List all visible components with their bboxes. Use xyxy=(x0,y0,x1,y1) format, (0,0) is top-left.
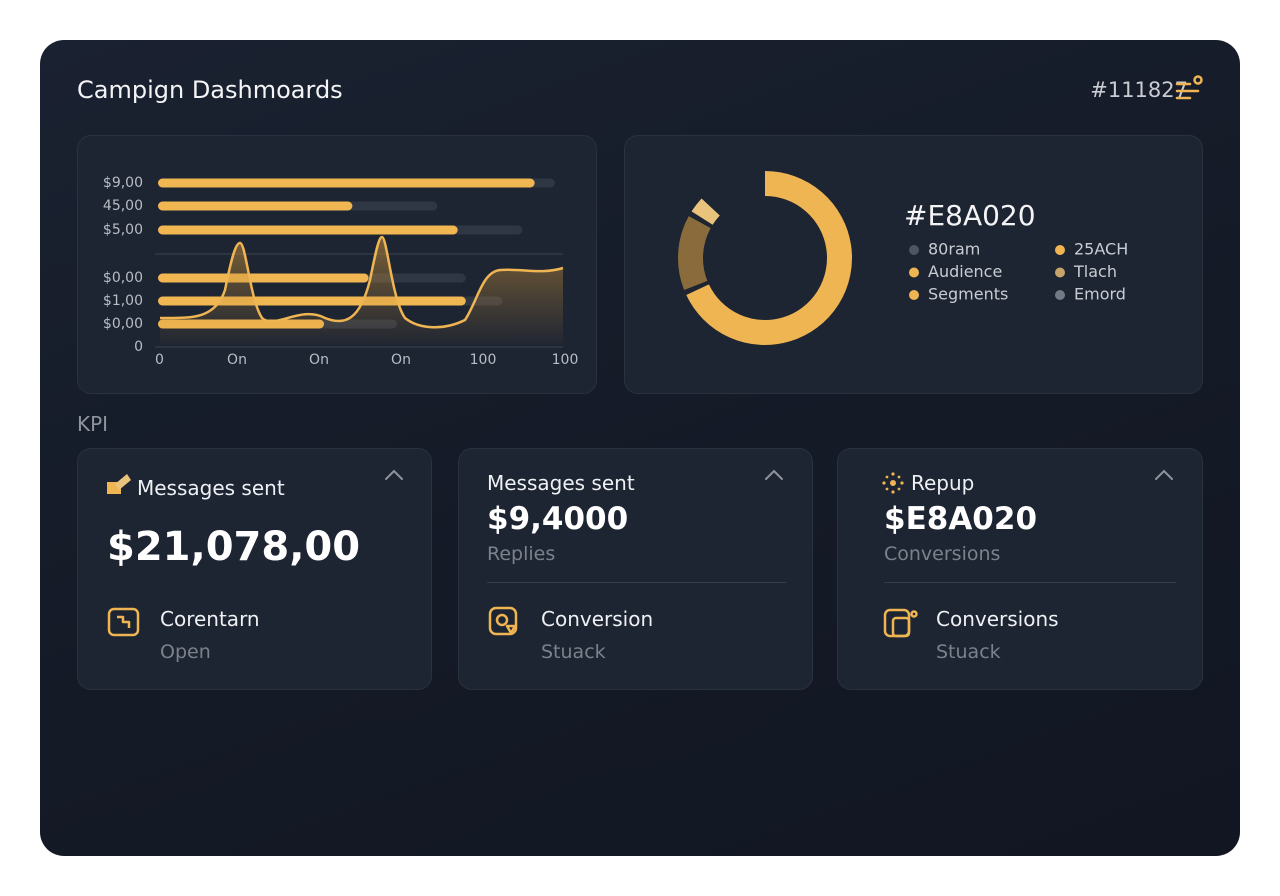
footer-icons xyxy=(107,606,918,638)
donut-segment xyxy=(691,198,720,226)
x-label: On xyxy=(309,352,329,368)
kpi-card xyxy=(77,448,432,690)
x-label: 0 xyxy=(155,352,164,368)
legend-swatch xyxy=(1055,290,1065,300)
x-label: On xyxy=(227,352,247,368)
y-label: $0,00 xyxy=(103,316,143,332)
donut-panel xyxy=(624,135,1203,394)
legend-label: Segments xyxy=(928,285,1008,304)
dashboard-title: Campign Dashmoards xyxy=(77,76,343,104)
section-label: KPI xyxy=(77,412,109,436)
bar xyxy=(158,178,535,188)
legend-label: 80ram xyxy=(928,240,980,259)
card-subtitle: Conversions xyxy=(884,543,1001,565)
legend-swatch xyxy=(1055,267,1065,278)
bar xyxy=(158,273,369,283)
divider xyxy=(884,582,1176,583)
bar xyxy=(158,225,458,235)
donut-title: #E8A020 xyxy=(904,199,1036,232)
card-footer-subtitle: Stuack xyxy=(936,641,1001,663)
x-label: On xyxy=(391,352,411,368)
card-icon xyxy=(107,474,131,494)
card-footer-title: Corentarn xyxy=(160,607,260,631)
footer-icon xyxy=(488,606,518,636)
bar-chart-panel xyxy=(77,135,597,394)
card-title: Messages sent xyxy=(137,476,285,500)
y-label: $0,00 xyxy=(103,270,143,286)
chevrons xyxy=(385,469,1173,480)
chevron[interactable] xyxy=(1155,469,1173,480)
legend-swatch xyxy=(909,245,919,255)
legend-label: 25ACH xyxy=(1074,240,1128,259)
legend: 80ram Audience Segments 25ACH Tlach Emord xyxy=(909,240,1128,304)
card-footer-title: Conversion xyxy=(541,607,654,631)
card-value: $E8A020 xyxy=(884,501,1038,537)
kpi-card xyxy=(458,448,813,690)
card-footer-title: Conversions xyxy=(936,607,1059,631)
legend-swatch xyxy=(909,267,919,278)
legend-label: Audience xyxy=(928,262,1002,281)
wave-area xyxy=(160,237,563,345)
divider xyxy=(487,582,786,583)
legend-label: Emord xyxy=(1074,285,1126,304)
card-title: Messages sent xyxy=(487,471,635,495)
wave-line xyxy=(159,235,564,329)
card-footer-subtitle: Stuack xyxy=(541,641,606,663)
footer-icon xyxy=(883,608,918,638)
y-label: $1,00 xyxy=(103,293,143,309)
chevron[interactable] xyxy=(385,469,403,480)
card-value: $21,078,00 xyxy=(107,524,361,570)
donut-segment xyxy=(678,216,711,291)
card-title: Repup xyxy=(911,471,975,495)
legend-swatch xyxy=(1055,245,1065,255)
legend-label: Tlach xyxy=(1073,262,1117,281)
legend-swatch xyxy=(909,290,919,300)
x-label: 100 xyxy=(470,352,497,368)
card-value: $9,4000 xyxy=(487,501,629,537)
donut xyxy=(678,171,852,345)
donut-segment xyxy=(686,171,852,345)
axis-labels: $9,00 45,00 $5,00 $0,00 $1,00 $0,00 00 On On On 10… xyxy=(103,175,578,368)
chevron[interactable] xyxy=(765,469,783,480)
y-label: 45,00 xyxy=(103,198,143,214)
y-label: $9,00 xyxy=(103,175,143,191)
y-label: $5,00 xyxy=(103,222,143,238)
x-label: 100 xyxy=(552,352,579,368)
card-footer-subtitle: Open xyxy=(160,641,211,663)
bar xyxy=(158,296,466,306)
bar xyxy=(158,201,353,211)
card-subtitle: Replies xyxy=(487,543,556,565)
header-code: #111827 xyxy=(1090,78,1188,102)
menu-icon[interactable] xyxy=(1175,75,1203,100)
y-label: 0 xyxy=(134,339,143,355)
footer-icon xyxy=(107,607,140,637)
card-icon xyxy=(882,472,904,494)
